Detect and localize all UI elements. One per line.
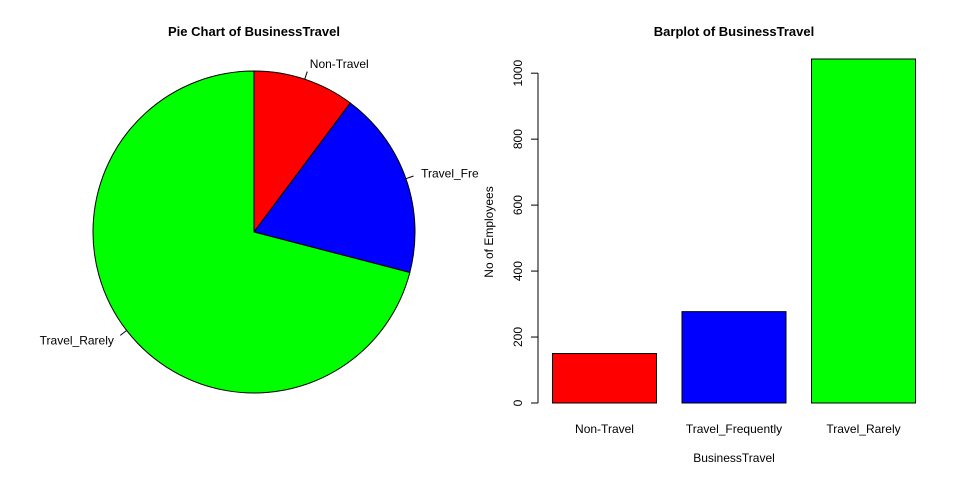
bar-chart-title: Barplot of BusinessTravel	[654, 24, 814, 39]
y-tick-label: 800	[511, 129, 525, 149]
pie-slices	[92, 70, 416, 394]
x-tick-label: Travel_Frequently	[686, 422, 782, 436]
bars	[552, 58, 916, 404]
pie-label: Non-Travel	[310, 57, 369, 71]
pie-labels: Non-Travel Travel_Fre Travel_Rarely	[40, 57, 479, 347]
bar-chart: Barplot of BusinessTravel 0 200 400 600 800 1…	[482, 24, 916, 465]
bar-non-travel	[552, 353, 657, 404]
pie-label: Travel_Fre	[421, 166, 479, 180]
y-axis: 0 200 400 600 800 1000	[511, 60, 539, 406]
y-tick-label: 0	[511, 399, 525, 406]
y-tick-label: 1000	[511, 60, 525, 87]
x-tick-label: Travel_Rarely	[826, 422, 900, 436]
x-axis-label: BusinessTravel	[693, 451, 775, 465]
pie-label-tick	[304, 71, 308, 80]
pie-label: Travel_Rarely	[40, 333, 114, 347]
bar-travel-rarely	[811, 58, 916, 404]
x-tick-label: Non-Travel	[575, 422, 634, 436]
pie-slice-travel-fre	[253, 102, 416, 274]
pie-label-tick	[405, 175, 414, 180]
y-tick-label: 200	[511, 327, 525, 347]
y-tick-label: 600	[511, 195, 525, 215]
bar-travel-frequently	[681, 311, 787, 404]
pie-chart: Pie Chart of BusinessTravel Non-Travel Tr…	[40, 24, 479, 394]
pie-chart-title: Pie Chart of BusinessTravel	[168, 24, 340, 39]
pie-label-tick	[119, 330, 127, 336]
x-tick-labels: Non-Travel Travel_Frequently Travel_Rarely	[575, 422, 901, 436]
y-tick-label: 400	[511, 261, 525, 281]
y-axis-label: No of Employees	[482, 186, 496, 277]
